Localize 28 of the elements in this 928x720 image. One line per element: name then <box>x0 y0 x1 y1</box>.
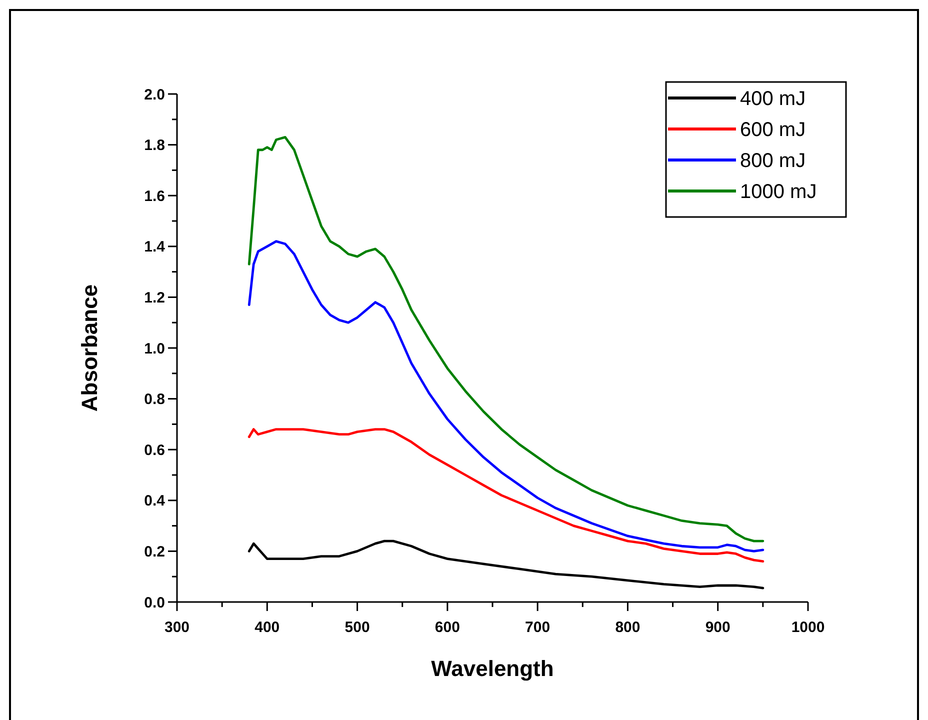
y-tick-label: 1.2 <box>144 289 165 306</box>
legend-label: 400 mJ <box>740 88 806 110</box>
x-tick-label: 600 <box>434 619 460 636</box>
line-series <box>248 240 764 552</box>
x-tick-label: 1000 <box>791 619 825 636</box>
y-tick-label: 1.8 <box>144 137 165 154</box>
x-tick-label: 300 <box>164 619 190 636</box>
y-tick-label: 1.4 <box>144 238 166 256</box>
x-tick-label: 900 <box>705 619 730 636</box>
x-tick-label: 700 <box>525 619 550 636</box>
y-tick-label: 0.6 <box>144 442 165 459</box>
legend-label: 1000 mJ <box>740 181 817 203</box>
x-tick-label: 500 <box>344 619 370 636</box>
y-tick-label: 1.6 <box>144 188 165 205</box>
x-tick-label: 800 <box>615 619 640 636</box>
y-tick-label: 0.8 <box>144 391 165 408</box>
y-tick-label: 0.2 <box>144 543 165 560</box>
x-axis-title: Wavelength <box>431 656 554 681</box>
y-tick-label: 2.0 <box>144 86 165 104</box>
y-tick-label: 1.0 <box>144 340 165 358</box>
y-tick-label: 0.4 <box>144 492 166 510</box>
line-series <box>248 428 764 563</box>
x-tick-label: 400 <box>254 619 280 636</box>
y-axis-title: Absorbance <box>77 284 102 412</box>
text: 0.0 <box>144 594 165 612</box>
line-series <box>248 540 764 590</box>
legend-label: 800 mJ <box>740 150 806 172</box>
legend-label: 600 mJ <box>740 119 806 141</box>
